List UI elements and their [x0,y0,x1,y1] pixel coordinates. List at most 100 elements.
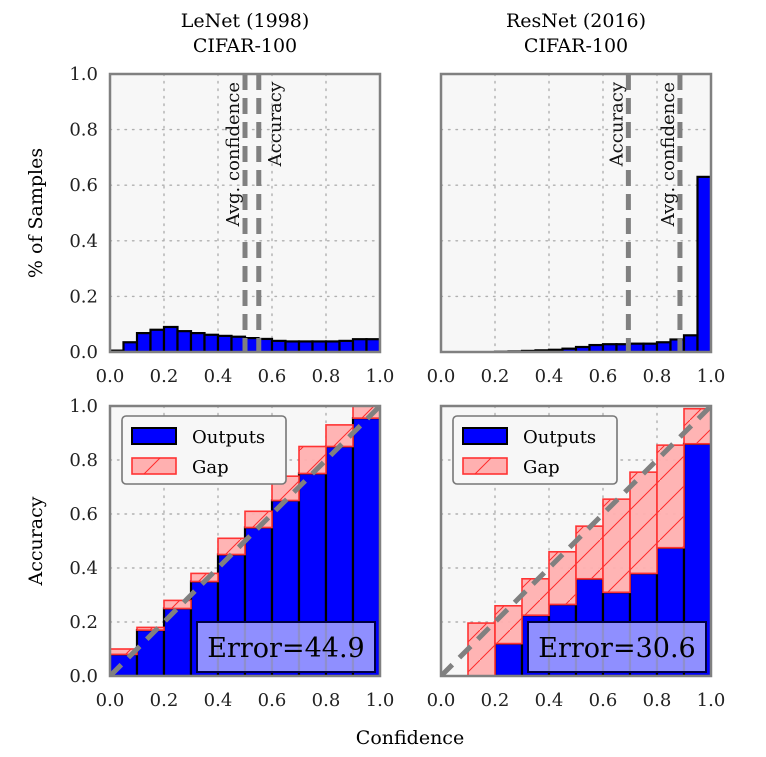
y-tick-label: 0.4 [69,231,98,252]
title-left-line1: LeNet (1998) [181,10,310,32]
title-right-line1: ResNet (2016) [506,10,646,32]
perfect-calibration-diagonal [110,406,380,676]
gap-bar-hatch [494,604,523,645]
legend: Outputs Gap [452,415,618,485]
error-annotation-box [527,621,707,673]
x-tick-label: 0.4 [535,366,564,387]
perfect-calibration-diagonal [441,406,711,676]
x-tick-label: 0.6 [258,366,287,387]
legend: Outputs Gap [121,415,287,485]
x-tick-label: 1.0 [697,366,726,387]
panel-histogram-lenet: Avg. confidence Accuracy 0.0 0.2 0.4 0.6 0.8 1.… [69,64,394,387]
gap-bar-hatch [575,525,604,580]
x-tick-label: 0.4 [535,690,564,711]
x-tick-label: 0.8 [312,366,341,387]
gap-bar-hatch [163,599,192,610]
gap-bar-hatch [602,498,631,594]
x-tick-label: 0.2 [150,366,179,387]
gap-bar-hatch [298,445,327,475]
histogram-bar [122,341,139,352]
x-tick-label: 1.0 [697,690,726,711]
x-tick-label: 0.4 [204,366,233,387]
legend-swatch-gap [462,457,508,475]
histogram-bar [297,340,314,352]
xlabel-confidence: Confidence [356,727,464,749]
gap-bar-hatch [656,444,685,549]
histogram-bar [135,331,152,352]
x-tick-label: 0.2 [150,690,179,711]
x-tick-label: 0.6 [258,690,287,711]
histogram-bar [682,334,699,352]
error-annotation: Error=44.9 [207,633,364,664]
x-tick-label: 0.0 [427,690,456,711]
gap-bar-hatch [136,626,165,631]
gap-bar-hatch [629,471,658,575]
x-tick-label: 0.8 [643,690,672,711]
histogram-bar [149,328,166,352]
histogram-bar [351,338,368,352]
histogram-bar [189,331,206,352]
legend-label-outputs: Outputs [523,427,596,448]
legend-swatch-outputs [131,427,177,445]
legend-swatch-gap-hatch [143,457,161,475]
panel-reliability-lenet: Outputs Gap Error=44.9 0.0 0.2 0.4 0.6 0.8 1.0 0.… [69,396,394,711]
legend-label-gap: Gap [523,457,560,478]
legend-swatch-gap-hatch [474,457,492,475]
legend-swatch-outputs [462,427,508,445]
vline-label-accuracy: Accuracy [265,81,286,167]
plot-area [110,74,380,352]
histogram-bar [216,334,233,352]
error-annotation: Error=30.6 [538,633,695,664]
y-tick-label: 0.0 [69,666,98,687]
vline-label-avg-confidence: Avg. confidence [658,82,679,227]
histogram-bar [324,340,341,352]
histogram-bar [284,340,301,352]
title-right-line2: CIFAR-100 [524,35,628,57]
histogram-bar [642,342,659,352]
legend-label-gap: Gap [192,457,229,478]
vline-label-accuracy: Accuracy [606,81,627,167]
y-tick-label: 0.2 [69,612,98,633]
gap-bar-hatch [548,550,577,606]
ylabel-bottom: Accuracy [25,496,47,586]
histogram-bar [176,330,193,352]
y-tick-label: 1.0 [69,396,98,417]
x-tick-label: 0.2 [481,690,510,711]
x-tick-label: 0.2 [481,366,510,387]
y-tick-label: 0.0 [69,342,98,363]
histogram-bar [696,175,711,352]
histogram-bar [270,339,287,352]
axes-frame [439,72,713,354]
y-tick-label: 0.6 [69,504,98,525]
legend-swatch-gap [131,457,177,475]
legend-label-outputs: Outputs [192,427,265,448]
outputs-bar [493,642,524,676]
y-tick-label: 0.6 [69,175,98,196]
x-tick-label: 0.6 [589,690,618,711]
histogram-bar [655,341,672,352]
histogram-bar [311,340,328,352]
y-tick-label: 0.8 [69,120,98,141]
x-tick-label: 0.0 [96,366,125,387]
gap-bar-hatch [467,622,496,676]
histogram-bar [162,325,179,352]
panel-histogram-resnet: Accuracy Avg. confidence 0.0 0.2 0.4 0.6 0.8 1.… [427,72,726,387]
x-tick-label: 1.0 [366,690,395,711]
plot-background [110,74,380,352]
axes-frame [439,404,713,678]
axes-frame [108,72,382,354]
histogram-bar [365,338,380,352]
vline-label-avg-confidence: Avg. confidence [223,82,244,227]
y-tick-label: 0.8 [69,450,98,471]
histogram-bar [203,333,220,352]
plot-background [441,74,711,352]
ylabel-top: % of Samples [25,148,47,278]
y-tick-label: 0.2 [69,286,98,307]
x-tick-label: 0.6 [589,366,618,387]
histogram-bar [338,339,355,352]
x-tick-label: 1.0 [366,366,395,387]
x-tick-label: 0.0 [96,690,125,711]
x-tick-label: 0.8 [643,366,672,387]
y-tick-label: 0.4 [69,558,98,579]
